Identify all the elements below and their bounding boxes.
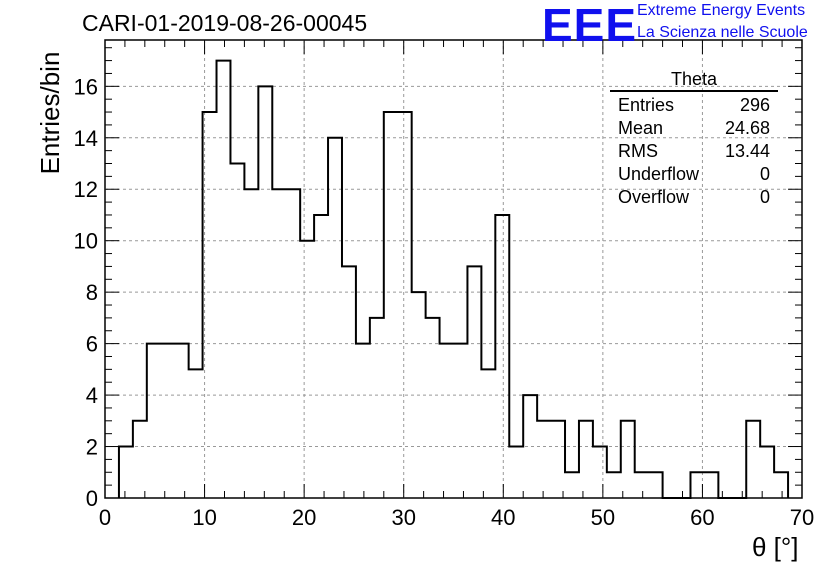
stats-row: Underflow 0 (610, 163, 778, 186)
stats-value: 24.68 (724, 118, 770, 138)
x-tick-label: 0 (99, 505, 111, 530)
histogram-bin (314, 215, 328, 498)
histogram-bin (509, 447, 523, 498)
y-tick-label: 2 (86, 435, 98, 460)
histogram-bin (635, 472, 649, 498)
histogram-bin (384, 112, 398, 498)
y-tick-label: 4 (86, 383, 98, 408)
plot-frame (104, 39, 803, 499)
histogram-bin (704, 472, 718, 498)
histogram-bin (258, 86, 272, 498)
stats-row: Entries 296 (610, 94, 778, 117)
x-tick-label: 30 (391, 505, 415, 530)
histogram-bin (467, 266, 481, 498)
stats-row: RMS 13.44 (610, 140, 778, 163)
y-axis-label: Entries/bin (35, 51, 65, 175)
stats-label: Entries (618, 95, 675, 115)
histogram-bin (426, 318, 440, 498)
histogram-bin (161, 344, 175, 498)
y-tick-label: 8 (86, 280, 98, 305)
x-tick-label: 20 (292, 505, 316, 530)
histogram-bin (746, 421, 760, 498)
histogram-bin (217, 61, 231, 498)
histogram-bin (398, 112, 412, 498)
histogram-bin (481, 369, 495, 498)
logo-text-line1: Extreme Energy Events (637, 2, 806, 19)
histogram-bin (593, 447, 607, 498)
histogram-bin (551, 421, 565, 498)
stats-label: Overflow (618, 187, 690, 207)
stats-value: 0 (759, 164, 770, 184)
histogram-bin (342, 266, 356, 498)
histogram-bin (133, 421, 147, 498)
histogram-bin (300, 241, 314, 498)
y-tick-label: 6 (86, 332, 98, 357)
x-axis-label: θ [°] (752, 532, 799, 562)
histogram-bin (189, 369, 203, 498)
histogram-bin (760, 447, 774, 498)
histogram-bin (119, 447, 133, 498)
logo-text-line2: La Scienza nelle Scuole (637, 24, 808, 41)
histogram-bin (454, 344, 468, 498)
y-tick-label: 12 (74, 177, 98, 202)
stats-row: Overflow 0 (610, 186, 778, 209)
axis-ticks (104, 40, 803, 499)
stats-label: Underflow (618, 164, 700, 184)
y-tick-label: 14 (74, 126, 98, 151)
eee-logo: EEE (542, 0, 638, 51)
histogram-bin (565, 472, 579, 498)
histogram-bin (774, 472, 788, 498)
stats-title: Theta (610, 68, 778, 92)
chart-title: CARI-01-2019-08-26-00045 (82, 10, 368, 36)
x-tick-label: 50 (591, 505, 615, 530)
histogram-bin (328, 138, 342, 498)
histogram-bin (230, 164, 244, 498)
histogram-bin (621, 421, 635, 498)
histogram-step-line (117, 59, 790, 499)
x-tick-label: 70 (790, 505, 814, 530)
stats-box: Theta Entries 296 Mean 24.68 RMS 13.44 Unde… (610, 68, 778, 209)
stats-row: Mean 24.68 (610, 117, 778, 140)
y-tick-label: 10 (74, 229, 98, 254)
histogram-bin (370, 318, 384, 498)
histogram-bin (440, 344, 454, 498)
stats-label: Mean (618, 118, 664, 138)
stats-value: 0 (759, 187, 770, 207)
histogram-bin (495, 215, 509, 498)
x-tick-label: 10 (192, 505, 216, 530)
x-tick-label: 40 (491, 505, 515, 530)
histogram-bin (579, 421, 593, 498)
tick-labels: 0 10 20 30 40 50 60 70 0 2 4 6 8 10 12 14 16 (74, 74, 815, 530)
stats-label: RMS (618, 141, 658, 161)
histogram-bin (607, 472, 621, 498)
histogram-bin (537, 421, 551, 498)
y-tick-label: 0 (86, 486, 98, 511)
histogram-bin (147, 344, 161, 498)
histogram-bin (356, 344, 370, 498)
y-tick-label: 16 (74, 74, 98, 99)
histogram-bin (649, 472, 663, 498)
stats-value: 296 (739, 95, 770, 115)
histogram-bin (175, 344, 189, 498)
x-tick-label: 60 (690, 505, 714, 530)
stats-value: 13.44 (724, 141, 770, 161)
